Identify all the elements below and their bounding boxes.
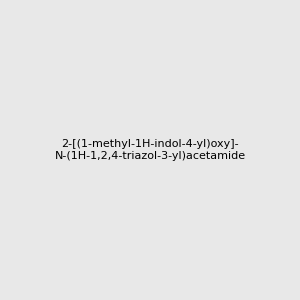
Text: 2-[(1-methyl-1H-indol-4-yl)oxy]-
N-(1H-1,2,4-triazol-3-yl)acetamide: 2-[(1-methyl-1H-indol-4-yl)oxy]- N-(1H-1…: [54, 139, 246, 161]
